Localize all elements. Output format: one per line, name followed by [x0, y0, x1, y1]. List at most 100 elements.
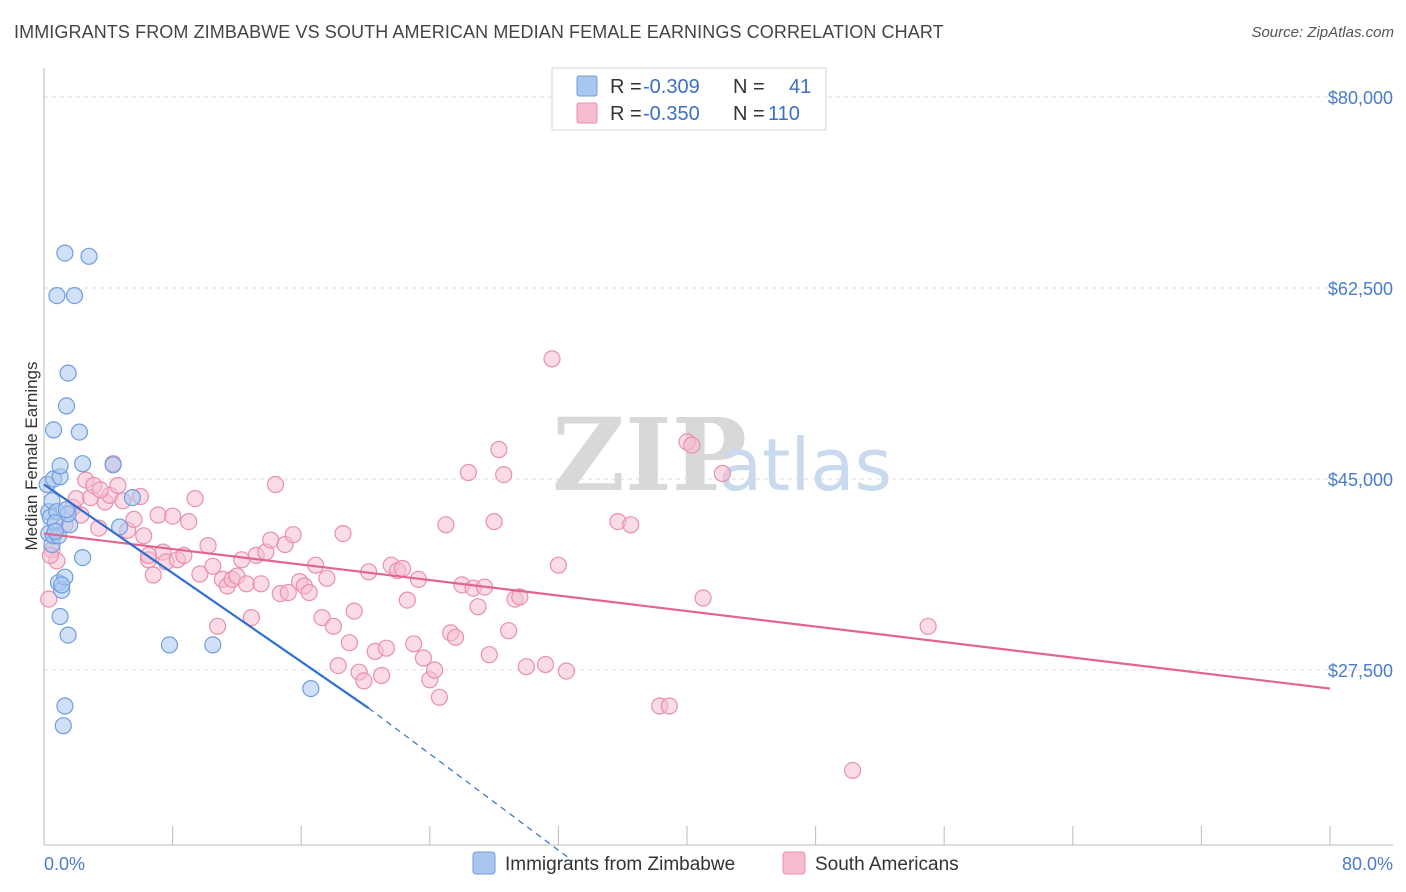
point-south-american: [345, 602, 363, 620]
y-tick-label: $62,500: [1328, 279, 1393, 299]
point-zimbabwe: [110, 518, 129, 536]
point-south-american: [398, 591, 416, 609]
point-south-american: [334, 524, 352, 543]
point-south-american: [405, 635, 423, 653]
watermark: ZIP atlas: [552, 396, 892, 514]
trendline-zimbabwe-extension: [368, 707, 574, 862]
point-south-american: [500, 622, 518, 640]
bottom-legend: Immigrants from Zimbabwe South Americans: [472, 851, 959, 875]
point-south-american: [237, 575, 256, 593]
point-zimbabwe: [46, 522, 64, 541]
point-south-american: [144, 566, 162, 584]
legend-box: [551, 67, 827, 131]
legend-n-label: N =: [733, 76, 765, 98]
series-south-americans: [40, 350, 937, 780]
point-zimbabwe: [54, 717, 72, 735]
point-zimbabwe: [80, 247, 98, 265]
point-zimbabwe: [73, 455, 92, 473]
point-south-american: [549, 556, 568, 574]
legend-r-value: -0.309: [643, 76, 700, 98]
point-south-american: [252, 575, 270, 593]
point-zimbabwe: [104, 456, 122, 474]
y-tick-label: $80,000: [1328, 88, 1393, 108]
point-south-american: [919, 617, 937, 635]
x-tick-label: 80.0%: [1342, 854, 1393, 874]
y-tick-labels: $27,500 $45,000 $62,500 $80,000: [1328, 88, 1393, 681]
legend-n-value: 110: [768, 103, 800, 125]
point-south-american: [313, 608, 331, 627]
point-zimbabwe: [56, 244, 74, 262]
point-south-american: [377, 639, 395, 657]
point-south-american: [543, 350, 561, 368]
point-zimbabwe: [57, 397, 76, 415]
point-south-american: [517, 658, 535, 676]
point-zimbabwe: [48, 287, 66, 305]
point-south-american: [511, 588, 529, 606]
point-south-american: [414, 649, 432, 667]
point-south-american: [318, 569, 336, 587]
point-zimbabwe: [51, 607, 69, 626]
watermark-atlas: atlas: [718, 423, 892, 507]
point-south-american: [393, 559, 412, 578]
point-south-american: [242, 608, 260, 627]
point-south-american: [683, 436, 701, 454]
point-south-american: [279, 583, 297, 602]
point-south-american: [557, 662, 576, 680]
bottom-legend-label: Immigrants from Zimbabwe: [505, 854, 735, 875]
point-south-american: [713, 464, 732, 483]
point-zimbabwe: [59, 364, 77, 382]
point-south-american: [459, 463, 477, 482]
axes: [43, 68, 1393, 846]
trendline-zimbabwe: [43, 483, 370, 710]
point-south-american: [437, 516, 455, 534]
point-south-american: [340, 634, 358, 652]
series-zimbabwe: [38, 244, 320, 735]
point-zimbabwe: [56, 697, 74, 715]
point-south-american: [490, 440, 508, 459]
legend-swatch-blue: [576, 75, 598, 97]
legend-r-value: -0.350: [643, 103, 700, 125]
point-south-american: [186, 490, 204, 508]
point-south-american: [469, 598, 487, 616]
point-south-american: [485, 512, 503, 531]
chart-title: IMMIGRANTS FROM ZIMBABWE VS SOUTH AMERIC…: [14, 22, 944, 42]
point-south-american: [164, 507, 182, 525]
point-south-american: [109, 476, 127, 495]
point-south-american: [191, 565, 209, 583]
point-zimbabwe: [59, 626, 77, 644]
x-tick-label: 0.0%: [44, 854, 85, 874]
bottom-legend-label: South Americans: [815, 854, 959, 875]
point-south-american: [300, 583, 318, 602]
source-label: Source: ZipAtlas.com: [1251, 24, 1394, 41]
point-south-american: [204, 557, 222, 575]
point-zimbabwe: [204, 636, 222, 654]
legend-r-label: R =: [610, 103, 642, 125]
point-south-american: [149, 506, 167, 524]
legend-r-label: R =: [610, 76, 642, 98]
point-south-american: [660, 697, 678, 715]
point-south-american: [536, 655, 555, 674]
point-south-american: [426, 661, 444, 679]
point-south-american: [495, 466, 513, 484]
point-south-american: [694, 589, 712, 607]
point-zimbabwe: [73, 548, 92, 567]
trend-lines: [43, 483, 1331, 862]
trendline-south-americans: [43, 532, 1331, 690]
point-south-american: [40, 590, 58, 608]
point-south-american: [125, 510, 143, 529]
watermark-zip: ZIP: [552, 396, 747, 514]
y-tick-label: $45,000: [1328, 470, 1393, 490]
point-south-american: [209, 617, 227, 635]
point-south-american: [480, 646, 498, 664]
point-zimbabwe: [70, 423, 89, 441]
legend-n-value: 41: [789, 76, 811, 98]
bottom-legend-swatch-blue: [472, 851, 496, 875]
legend-n-label: N =: [733, 103, 765, 125]
point-zimbabwe: [53, 576, 71, 594]
y-axis-title: Median Female Earnings: [22, 362, 41, 551]
legend-swatch-pink: [576, 102, 598, 124]
point-south-american: [843, 761, 862, 780]
bottom-legend-swatch-pink: [782, 851, 806, 875]
point-south-american: [355, 672, 373, 690]
